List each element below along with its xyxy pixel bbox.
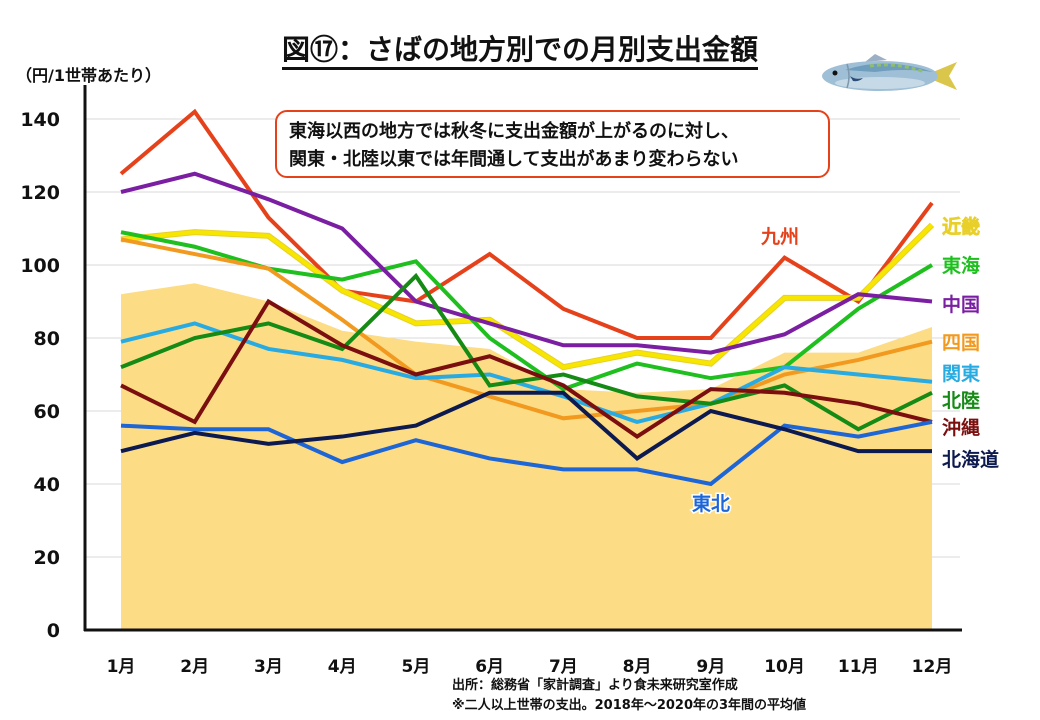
callout-line-2: 関東・北陸以東では年間通して支出があまり変わらない bbox=[289, 149, 739, 170]
x-tick-label: 8月 bbox=[623, 657, 652, 677]
series-line-北海道 bbox=[120, 390, 932, 461]
chart-title: 図⑰：さばの地方別での月別支出金額 bbox=[0, 28, 1040, 70]
x-tick-label: 6月 bbox=[475, 657, 504, 677]
x-tick-label: 9月 bbox=[696, 657, 725, 677]
y-tick-label: 120 bbox=[20, 182, 60, 204]
y-tick-label: 100 bbox=[20, 255, 60, 277]
series-label: 北陸 bbox=[942, 389, 980, 412]
series-line-九州 bbox=[119, 108, 934, 340]
x-tick-label: 4月 bbox=[328, 657, 357, 677]
source-line-1: 出所：総務省「家計調査」より食未来研究室作成 bbox=[452, 678, 738, 693]
series-lines bbox=[119, 108, 935, 487]
series-line-四国 bbox=[120, 237, 933, 421]
y-tick-label: 60 bbox=[34, 401, 60, 423]
mackerel-fish-icon bbox=[815, 50, 965, 104]
chart-title-text: 図⑰：さばの地方別での月別支出金額 bbox=[281, 33, 758, 70]
x-tick-label: 1月 bbox=[107, 657, 136, 677]
series-label: 中国 bbox=[942, 293, 980, 316]
callout-line-1: 東海以西の地方では秋冬に支出金額が上がるのに対し、 bbox=[289, 121, 739, 142]
y-tick-label: 20 bbox=[34, 547, 60, 569]
series-line-近畿 bbox=[120, 223, 934, 370]
x-tick-label: 3月 bbox=[254, 657, 283, 677]
series-line-沖縄 bbox=[120, 298, 933, 439]
area-layer bbox=[121, 283, 932, 630]
background-area bbox=[121, 283, 932, 630]
series-label: 関東 bbox=[942, 362, 980, 385]
x-tick-label: 11月 bbox=[838, 657, 879, 677]
annotation-callout: 東海以西の地方では秋冬に支出金額が上がるのに対し、 関東・北陸以東では年間通して… bbox=[275, 110, 830, 178]
x-tick-label: 10月 bbox=[764, 657, 805, 677]
axes bbox=[83, 85, 962, 632]
x-tick-label: 7月 bbox=[549, 657, 578, 677]
y-tick-label: 0 bbox=[47, 620, 60, 642]
y-axis-unit-label: （円/1世帯あたり） bbox=[16, 66, 161, 85]
x-tick-label: 12月 bbox=[912, 657, 953, 677]
series-label: 沖縄 bbox=[942, 416, 980, 439]
series-label: 東北 bbox=[692, 492, 730, 515]
y-tick-labels: 0 20 40 60 80 100 120 140 bbox=[20, 109, 60, 642]
series-label: 九州 bbox=[760, 226, 799, 248]
series-label: 四国 bbox=[942, 332, 980, 354]
x-tick-label: 5月 bbox=[401, 657, 430, 677]
y-tick-label: 140 bbox=[20, 109, 60, 131]
series-label: 東海 bbox=[942, 254, 980, 277]
series-label: 近畿 bbox=[942, 215, 980, 238]
y-tick-label: 80 bbox=[34, 328, 60, 350]
series-label: 北海道 bbox=[942, 448, 999, 471]
y-tick-label: 40 bbox=[34, 474, 60, 496]
x-tick-label: 2月 bbox=[180, 657, 209, 677]
x-tick-labels: 1月 2月 3月 4月 5月 6月 7月 8月 9月 10月 11月 12月 bbox=[107, 657, 953, 677]
source-line-2: ※二人以上世帯の支出。2018年～2020年の3年間の平均値 bbox=[452, 698, 807, 713]
series-line-関東 bbox=[120, 321, 933, 425]
series-line-中国 bbox=[120, 171, 933, 355]
source-note: 出所：総務省「家計調査」より食未来研究室作成 ※二人以上世帯の支出。2018年～… bbox=[452, 676, 806, 716]
series-line-東北 bbox=[120, 419, 933, 487]
